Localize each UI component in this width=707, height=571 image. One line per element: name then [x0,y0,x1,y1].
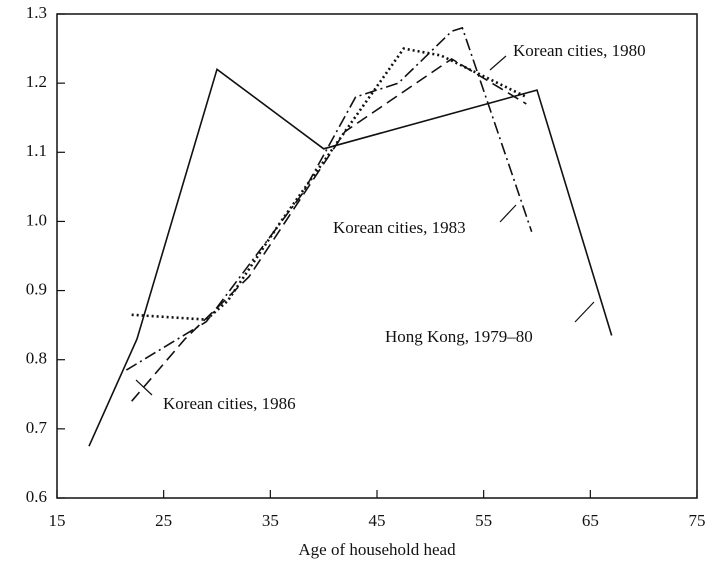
series-label: Korean cities, 1980 [513,41,646,60]
y-tick-label: 0.7 [26,418,48,437]
series-line [131,47,527,321]
x-tick-label: 65 [582,511,599,530]
x-tick-label: 25 [155,511,172,530]
y-tick-label: 1.0 [26,210,47,229]
x-tick-label: 75 [689,511,706,530]
series-line [125,26,533,371]
x-tick-label: 55 [475,511,492,530]
leader-line [499,204,517,223]
y-tick-label: 1.2 [26,72,47,91]
plot-frame [56,13,698,499]
x-axis-title: Age of household head [298,540,456,559]
leader-line [489,55,507,71]
y-tick-label: 1.1 [26,141,47,160]
y-tick-label: 0.8 [26,349,47,368]
y-tick-label: 0.9 [26,279,47,298]
leader-lines [135,55,595,396]
y-tick-label: 0.6 [26,487,47,506]
series-label: Hong Kong, 1979–80 [385,327,533,346]
series-label: Korean cities, 1986 [163,394,296,413]
leader-line [574,301,595,323]
y-tick-label: 1.3 [26,3,47,22]
x-tick-label: 45 [369,511,386,530]
series-label: Korean cities, 1983 [333,218,466,237]
series-line [131,57,527,402]
series-line [88,67,613,447]
x-tick-label: 15 [49,511,66,530]
x-tick-label: 35 [262,511,279,530]
